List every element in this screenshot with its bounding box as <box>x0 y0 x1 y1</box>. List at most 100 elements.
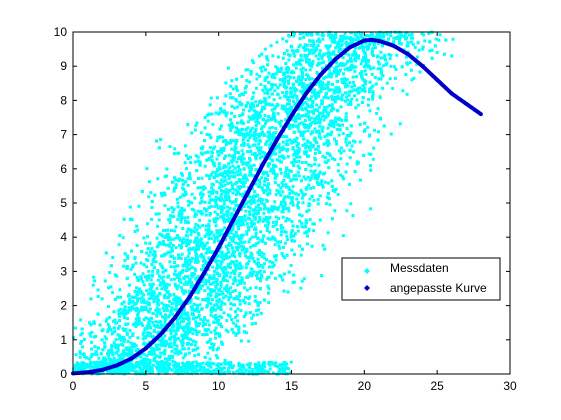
scatter-point <box>195 121 199 125</box>
scatter-point <box>274 131 278 135</box>
scatter-point <box>300 58 304 62</box>
scatter-point <box>172 292 176 296</box>
scatter-point <box>313 158 317 162</box>
scatter-point <box>178 271 182 275</box>
scatter-point <box>203 200 207 204</box>
scatter-point <box>263 179 267 183</box>
scatter-point <box>207 224 211 228</box>
scatter-point <box>361 58 365 62</box>
scatter-point <box>159 351 163 355</box>
scatter-point <box>336 64 340 68</box>
scatter-point <box>324 141 328 145</box>
scatter-point <box>197 239 201 243</box>
scatter-point <box>147 317 151 321</box>
scatter-point <box>234 222 238 226</box>
scatter-point <box>167 296 171 300</box>
scatter-point <box>141 323 145 327</box>
scatter-point <box>287 82 291 86</box>
scatter-point <box>290 238 294 242</box>
scatter-point <box>327 54 331 58</box>
scatter-point <box>128 205 132 209</box>
scatter-point <box>283 71 287 75</box>
scatter-point <box>283 256 287 260</box>
scatter-point <box>204 228 208 232</box>
scatter-point <box>194 340 198 344</box>
scatter-point <box>376 107 380 111</box>
scatter-point <box>247 145 251 149</box>
scatter-point <box>397 38 401 42</box>
scatter-point <box>211 188 215 192</box>
scatter-point <box>267 221 271 225</box>
scatter-point <box>236 105 240 109</box>
scatter-point <box>106 330 110 334</box>
scatter-point <box>254 321 258 325</box>
scatter-point <box>217 162 221 166</box>
scatter-point <box>152 323 156 327</box>
scatter-point <box>360 75 364 79</box>
scatter-point <box>297 112 301 116</box>
scatter-point <box>122 264 126 268</box>
scatter-point <box>209 310 213 314</box>
scatter-point <box>205 113 209 117</box>
scatter-point <box>267 130 271 134</box>
scatter-point <box>255 308 259 312</box>
scatter-point <box>301 114 305 118</box>
scatter-point <box>223 358 227 362</box>
scatter-point <box>308 218 312 222</box>
scatter-point <box>252 131 256 135</box>
scatter-point <box>312 170 316 174</box>
scatter-point <box>300 221 304 225</box>
scatter-point <box>210 306 214 310</box>
scatter-point <box>308 148 312 152</box>
scatter-point <box>150 351 154 355</box>
scatter-point <box>175 302 179 306</box>
scatter-point <box>155 354 159 358</box>
scatter-point <box>285 238 289 242</box>
scatter-point <box>209 173 213 177</box>
scatter-point <box>264 217 268 221</box>
scatter-point <box>279 193 283 197</box>
scatter-point <box>315 93 319 97</box>
scatter-point <box>156 278 160 282</box>
scatter-point <box>309 132 313 136</box>
scatter-point <box>305 87 309 91</box>
scatter-point <box>223 287 227 291</box>
scatter-point <box>327 45 331 49</box>
scatter-point <box>330 185 334 189</box>
scatter-point <box>409 68 413 72</box>
scatter-point <box>249 172 253 176</box>
scatter-point <box>269 117 273 121</box>
scatter-point <box>172 343 176 347</box>
scatter-point <box>278 159 282 163</box>
scatter-point <box>208 232 212 236</box>
scatter-point <box>72 336 76 340</box>
scatter-point <box>293 93 297 97</box>
scatter-point <box>254 194 258 198</box>
scatter-point <box>371 90 375 94</box>
scatter-point <box>388 57 392 61</box>
scatter-point <box>334 54 338 58</box>
scatter-point <box>298 213 302 217</box>
scatter-point <box>296 201 300 205</box>
scatter-point <box>337 46 341 50</box>
scatter-point <box>230 170 234 174</box>
scatter-point <box>186 255 190 259</box>
scatter-point <box>279 240 283 244</box>
scatter-point <box>117 309 121 313</box>
scatter-point <box>285 217 289 221</box>
scatter-point <box>122 336 126 340</box>
scatter-point <box>147 325 151 329</box>
scatter-point <box>225 319 229 323</box>
scatter-point <box>103 341 107 345</box>
scatter-point <box>286 155 290 159</box>
scatter-point <box>118 355 122 359</box>
scatter-point <box>166 250 170 254</box>
scatter-point <box>289 264 293 268</box>
scatter-point <box>252 152 256 156</box>
scatter-point <box>328 104 332 108</box>
scatter-point <box>339 44 343 48</box>
scatter-point <box>254 157 258 161</box>
scatter-point <box>152 349 156 353</box>
scatter-point <box>232 297 236 301</box>
